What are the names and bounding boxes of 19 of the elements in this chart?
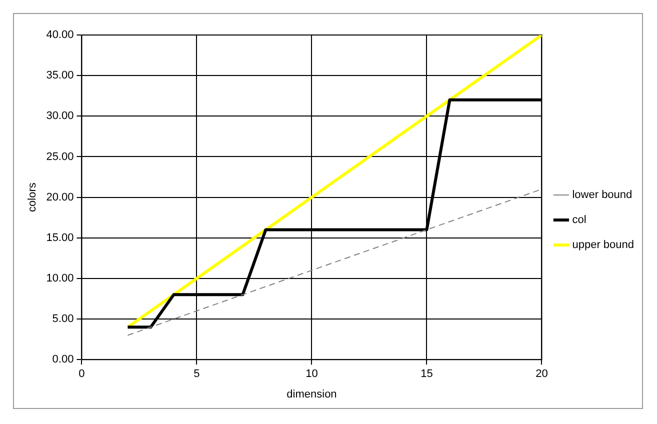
legend-label: lower bound: [572, 189, 632, 202]
y-tick-label: 40.00: [46, 29, 74, 42]
legend-label: upper bound: [572, 239, 634, 252]
x-tick-label: 5: [194, 368, 200, 380]
x-axis-title: dimension: [286, 388, 337, 400]
x-tick-label: 10: [306, 368, 318, 380]
y-tick-label: 25.00: [46, 150, 74, 163]
legend-label: col: [572, 214, 586, 226]
y-tick-label: 35.00: [46, 70, 74, 82]
y-tick-label: 30.00: [46, 110, 74, 122]
y-tick-label: 5.00: [52, 313, 74, 326]
y-tick-label: 0.00: [52, 354, 74, 366]
x-tick-label: 0: [78, 368, 85, 380]
x-tick-label: 15: [420, 368, 433, 380]
y-tick-label: 20.00: [46, 191, 74, 204]
x-tick-label: 20: [536, 368, 548, 380]
y-tick-label: 10.00: [46, 272, 74, 284]
y-axis-title: colors: [26, 182, 39, 212]
y-tick-label: 15.00: [46, 232, 74, 244]
